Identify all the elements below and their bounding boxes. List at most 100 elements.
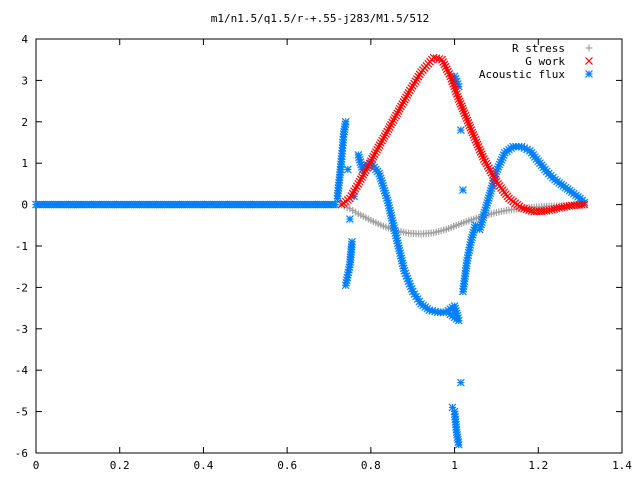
g-work-point xyxy=(376,138,385,147)
g-work-point xyxy=(355,177,364,186)
acoustic-flux-point xyxy=(341,117,350,126)
g-work-point xyxy=(482,159,491,168)
g-work-point xyxy=(481,157,490,166)
g-work-point xyxy=(387,120,395,129)
acoustic-flux-point xyxy=(454,440,463,449)
g-work-point xyxy=(453,92,462,101)
legend-marker xyxy=(585,44,593,52)
g-work-point xyxy=(444,67,452,76)
g-work-point xyxy=(454,95,463,103)
g-work-point xyxy=(464,118,473,127)
acoustic-flux-point xyxy=(346,215,354,224)
g-work-point xyxy=(371,148,380,156)
x-tick-label: 1.2 xyxy=(528,459,548,472)
g-work-point xyxy=(380,132,389,141)
acoustic-flux-point xyxy=(459,186,467,195)
g-work-point xyxy=(489,173,498,182)
g-work-point xyxy=(468,128,477,137)
g-work-point xyxy=(390,113,399,122)
x-tick-label: 0.6 xyxy=(277,459,297,472)
g-work-point xyxy=(525,206,534,215)
g-work-point xyxy=(452,87,460,96)
g-work-point xyxy=(491,175,500,184)
g-work-point xyxy=(470,133,479,142)
legend-marker xyxy=(585,57,593,65)
g-work-point xyxy=(398,100,407,109)
g-work-point xyxy=(449,79,458,88)
plot-frame xyxy=(35,38,623,454)
g-work-point xyxy=(361,166,370,175)
g-work-point xyxy=(385,123,394,131)
g-work-point xyxy=(469,130,478,139)
g-work-point xyxy=(460,109,469,118)
g-work-point xyxy=(439,58,448,66)
g-work-point xyxy=(414,72,423,81)
g-work-point xyxy=(395,104,404,113)
y-tick-label: -2 xyxy=(15,281,28,294)
g-work-point xyxy=(348,189,357,198)
legend-label: R stress xyxy=(512,42,565,55)
g-work-point xyxy=(379,134,388,143)
g-work-point xyxy=(363,164,372,172)
g-work-point xyxy=(450,82,459,91)
g-work-point xyxy=(474,143,483,151)
g-work-point xyxy=(471,135,480,144)
acoustic-flux-point xyxy=(456,378,465,387)
acoustic-flux-point xyxy=(446,310,455,319)
x-tick-label: 1.4 xyxy=(612,459,632,472)
g-work-point xyxy=(440,60,449,69)
g-work-point xyxy=(475,145,484,154)
g-work-point xyxy=(383,127,392,136)
g-work-point xyxy=(477,150,486,159)
g-work-point xyxy=(365,159,374,168)
g-work-point xyxy=(403,91,412,100)
chart-title: m1/n1.5/q1.5/r-+.55-j283/M1.5/512 xyxy=(211,12,430,25)
acoustic-flux-baseline-point xyxy=(331,200,340,209)
g-work-point xyxy=(366,157,375,166)
g-work-point xyxy=(478,152,487,161)
g-work-point xyxy=(447,74,456,83)
legend-label: Acoustic flux xyxy=(479,68,565,81)
g-work-point xyxy=(479,155,488,163)
r-stress-series xyxy=(338,201,588,238)
x-tick-label: 0.2 xyxy=(110,459,130,472)
y-tick-label: 3 xyxy=(21,74,28,87)
g-work-point xyxy=(400,95,409,104)
g-work-point xyxy=(577,200,586,209)
g-work-point xyxy=(397,102,405,111)
g-work-point xyxy=(410,79,419,88)
g-work-point xyxy=(352,182,361,191)
g-work-point xyxy=(354,179,363,188)
g-work-point xyxy=(456,99,465,108)
g-work-point xyxy=(412,75,421,83)
g-work-point xyxy=(407,84,416,93)
g-work-point xyxy=(441,62,450,71)
g-work-point xyxy=(442,65,451,74)
g-work-point xyxy=(368,154,377,163)
g-work-point xyxy=(473,140,482,149)
g-work-point xyxy=(458,104,467,113)
g-work-point xyxy=(455,97,464,106)
g-work-point xyxy=(415,70,424,79)
g-work-point xyxy=(462,114,471,123)
g-work-point xyxy=(488,171,497,179)
g-work-point xyxy=(457,102,466,111)
y-tick-label: -1 xyxy=(15,240,28,253)
acoustic-flux-point xyxy=(456,126,465,135)
g-work-point xyxy=(411,77,420,86)
x-tick-label: 1 xyxy=(451,459,458,472)
g-work-point xyxy=(370,150,379,159)
g-work-point xyxy=(392,111,400,120)
g-work-point xyxy=(369,152,378,161)
g-work-point xyxy=(484,164,493,173)
g-work-point xyxy=(358,173,366,181)
g-work-series xyxy=(337,53,589,216)
acoustic-flux-series xyxy=(32,72,589,449)
g-work-point xyxy=(404,88,413,97)
y-tick-label: 2 xyxy=(21,116,28,129)
g-work-point xyxy=(393,109,402,118)
g-work-point xyxy=(389,116,398,125)
g-work-point xyxy=(375,141,384,150)
g-work-point xyxy=(465,121,474,130)
acoustic-flux-point xyxy=(348,237,356,246)
